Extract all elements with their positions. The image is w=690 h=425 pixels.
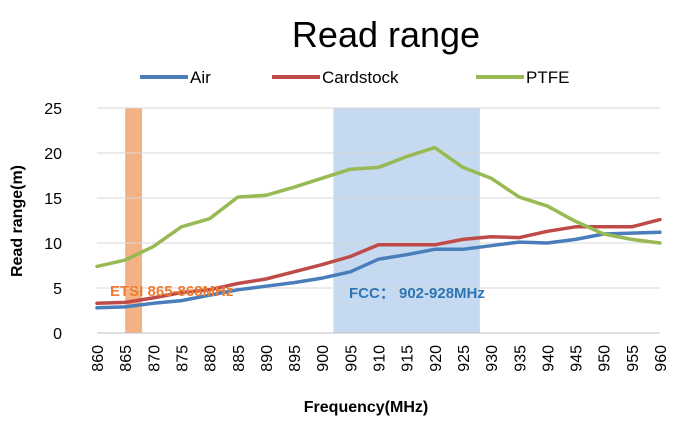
x-tick-label: 900 bbox=[315, 345, 332, 372]
band-label-fcc: FCC： 902-928MHz bbox=[349, 285, 485, 302]
axes: 0 5 10 15 20 25 860 865 870 875 880 885 890 895 900 905… bbox=[44, 101, 670, 372]
y-tick-label: 20 bbox=[44, 146, 62, 163]
x-tick-label: 910 bbox=[372, 345, 389, 372]
x-tick-label: 870 bbox=[146, 345, 163, 372]
chart-title: Read range bbox=[292, 14, 480, 55]
y-tick-label: 25 bbox=[44, 101, 62, 118]
y-tick-label: 5 bbox=[53, 281, 62, 298]
band-fcc bbox=[333, 108, 480, 333]
frequency-bands bbox=[125, 108, 480, 333]
legend-item-cardstock: Cardstock bbox=[272, 68, 399, 87]
legend-label: Cardstock bbox=[322, 68, 399, 87]
x-tick-label: 880 bbox=[203, 345, 220, 372]
x-tick-label: 885 bbox=[231, 345, 248, 372]
series-lines bbox=[95, 145, 662, 310]
x-tick-label: 920 bbox=[428, 345, 445, 372]
x-tick-label: 955 bbox=[625, 345, 642, 372]
x-tick-label: 905 bbox=[343, 345, 360, 372]
legend-item-air: Air bbox=[140, 68, 211, 87]
band-annotations: ETSI 865-868MHz FCC： 902-928MHz bbox=[110, 283, 485, 302]
x-tick-label: 925 bbox=[456, 345, 473, 372]
legend-item-ptfe: PTFE bbox=[476, 68, 569, 87]
x-tick-label: 945 bbox=[569, 345, 586, 372]
series-line-ptfe bbox=[95, 145, 662, 269]
y-tick-label: 15 bbox=[44, 191, 62, 208]
x-tick-label: 930 bbox=[484, 345, 501, 372]
x-tick-label: 915 bbox=[400, 345, 417, 372]
x-tick-label: 895 bbox=[287, 345, 304, 372]
x-tick-label: 940 bbox=[540, 345, 557, 372]
gridlines bbox=[97, 107, 660, 289]
y-axis-label: Read range(m) bbox=[9, 165, 26, 277]
band-label-etsi: ETSI 865-868MHz bbox=[110, 283, 233, 300]
legend-label: PTFE bbox=[526, 68, 569, 87]
y-tick-label: 0 bbox=[53, 326, 62, 343]
y-tick-label: 10 bbox=[44, 236, 62, 253]
band-etsi bbox=[125, 108, 143, 333]
x-tick-label: 890 bbox=[259, 345, 276, 372]
legend: Air Cardstock PTFE bbox=[140, 68, 569, 87]
legend-label: Air bbox=[190, 68, 211, 87]
series-line-air bbox=[95, 230, 662, 310]
x-tick-label: 875 bbox=[174, 345, 191, 372]
x-tick-label: 860 bbox=[90, 345, 107, 372]
x-tick-label: 865 bbox=[118, 345, 135, 372]
x-axis-label: Frequency(MHz) bbox=[304, 399, 428, 416]
x-tick-label: 960 bbox=[653, 345, 670, 372]
series-line-cardstock bbox=[95, 217, 662, 306]
x-tick-label: 935 bbox=[512, 345, 529, 372]
x-tick-label: 950 bbox=[597, 345, 614, 372]
